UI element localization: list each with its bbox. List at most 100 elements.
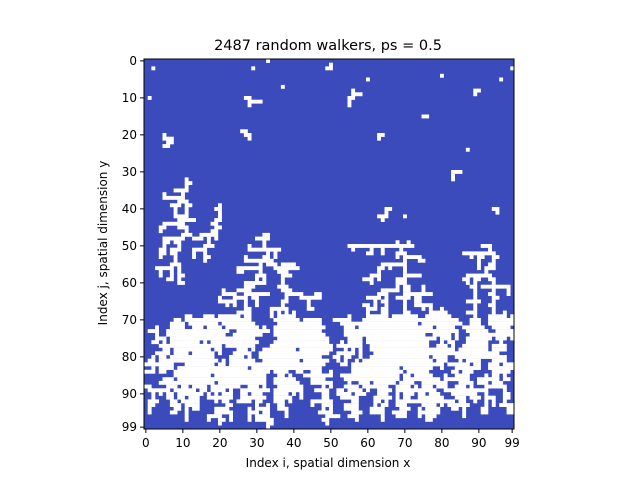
walker-cell [499,340,504,345]
walker-cell [177,269,182,274]
walker-cell [192,236,204,241]
x-tick-label: 40 [286,436,301,450]
walker-cell [273,340,330,345]
x-tick-label: 70 [397,436,412,450]
walker-cell [451,406,459,411]
walker-cell [462,325,485,330]
walker-cell [280,277,285,282]
walker-cell [447,362,470,367]
walker-cell [203,255,211,259]
walker-cell [169,340,200,345]
walker-cell [218,295,222,300]
walker-cell [192,255,196,259]
walker-cell [395,384,411,389]
walker-cell [280,299,289,304]
walker-cell [384,207,393,211]
walker-cell [469,321,481,326]
walker-cell [351,92,363,97]
walker-cell [288,373,293,378]
walker-cell [236,269,245,274]
walker-cell [395,281,407,285]
walker-cell [443,373,448,378]
walker-cell [343,325,356,330]
walker-cell [351,410,363,415]
walker-cell [280,281,285,285]
walker-cell [232,295,248,300]
walker-cell [166,395,174,400]
walker-cell [166,332,226,337]
walker-cell [158,251,167,256]
walker-cell [336,392,352,396]
walker-cell [403,258,407,263]
walker-cell [473,277,481,282]
walker-cell [203,314,215,319]
walker-cell [247,384,259,389]
walker-cell [366,310,370,315]
walker-cell [510,314,515,319]
walker-cell [247,247,282,252]
walker-cell [273,392,289,396]
walker-cell [403,373,411,378]
walker-cell [214,406,230,411]
walker-cell [473,399,478,404]
walker-cell [280,273,293,278]
walker-cell [273,329,322,333]
walker-cell [380,310,389,315]
walker-cell [454,336,459,341]
walker-cell [440,366,444,370]
walker-cell [451,170,463,174]
walker-cell [310,403,315,407]
walker-cell [373,380,396,385]
walker-cell [173,351,189,356]
walker-cell [484,373,489,378]
walker-cell [280,288,293,293]
walker-cell [243,299,248,304]
walker-cell [243,255,248,259]
walker-cell [255,273,267,278]
walker-cell [225,343,256,348]
walker-cell [255,406,270,411]
walker-cell [499,77,504,82]
y-tick-label: 0 [129,54,137,68]
walker-cell [329,369,333,374]
walker-cell [421,284,426,289]
walker-cell [440,73,444,78]
walker-cell [340,362,348,367]
walker-cell [147,388,171,393]
walker-cell [151,395,156,400]
walker-cell [366,314,389,319]
walker-cell [369,273,381,278]
walker-cell [443,388,489,393]
walker-cell [343,406,359,411]
walker-cell [491,325,511,330]
walker-cell [351,347,356,352]
walker-cell [181,192,185,197]
walker-cell [436,358,448,363]
walker-cell [491,373,500,378]
walker-cell [158,269,163,274]
walker-cell [277,310,282,315]
walker-cell [332,355,341,359]
walker-cell [351,362,444,367]
walker-cell [181,384,189,389]
walker-cell [436,343,448,348]
walker-cell [277,321,322,326]
walker-cell [325,421,330,426]
walker-cell [373,299,378,304]
walker-cell [362,303,370,308]
walker-cell [181,232,193,237]
walker-cell [403,292,433,296]
walker-cell [169,321,185,326]
walker-cell [162,340,167,345]
walker-cell [162,236,185,241]
walker-cell [247,410,259,415]
walker-cell [421,114,430,119]
walker-cell [218,210,222,215]
walker-cell [247,414,252,419]
walker-cell [473,292,478,296]
walker-cell [173,207,178,211]
walker-cell [465,336,492,341]
walker-cell [336,343,363,348]
walker-cell [162,192,167,197]
walker-cell [251,392,263,396]
